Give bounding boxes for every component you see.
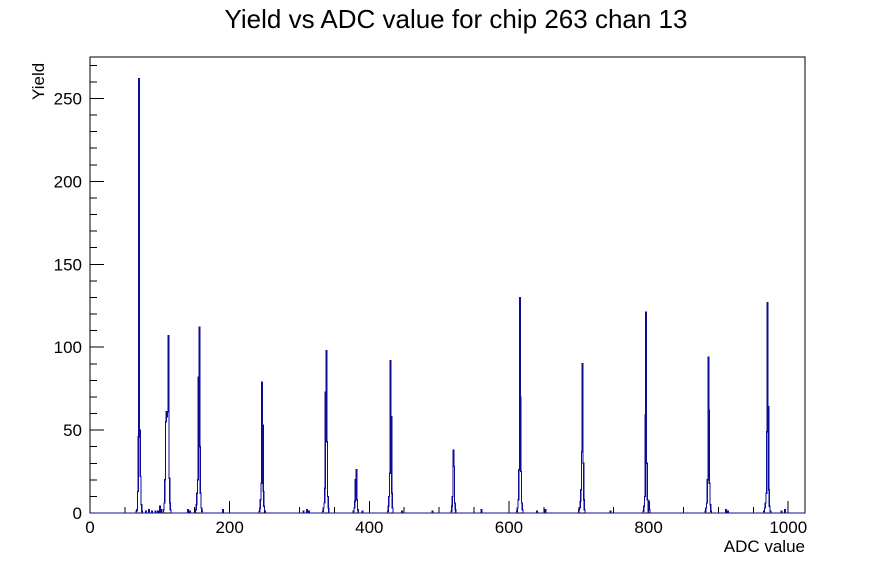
x-tick-label: 600 xyxy=(495,518,523,537)
x-tick-label: 800 xyxy=(634,518,662,537)
axis-ticks xyxy=(89,64,789,514)
x-tick-label: 0 xyxy=(85,518,94,537)
y-tick-label: 200 xyxy=(54,172,82,191)
chart-title: Yield vs ADC value for chip 263 chan 13 xyxy=(225,4,688,34)
x-tick-label: 200 xyxy=(215,518,243,537)
histogram-line xyxy=(90,77,805,514)
plot-frame xyxy=(89,56,806,514)
tick-labels: 0 200 400 600 800 1000 0 50 100 150 200 250 xyxy=(54,89,808,537)
y-tick-label: 150 xyxy=(54,255,82,274)
y-tick-label: 100 xyxy=(54,338,82,357)
y-tick-label: 50 xyxy=(63,421,82,440)
x-tick-label: 1000 xyxy=(769,518,807,537)
x-axis-title: ADC value xyxy=(724,537,805,556)
y-tick-label: 250 xyxy=(54,89,82,108)
y-axis-title: Yield xyxy=(29,63,48,100)
x-tick-label: 400 xyxy=(355,518,383,537)
y-tick-label: 0 xyxy=(73,504,82,523)
